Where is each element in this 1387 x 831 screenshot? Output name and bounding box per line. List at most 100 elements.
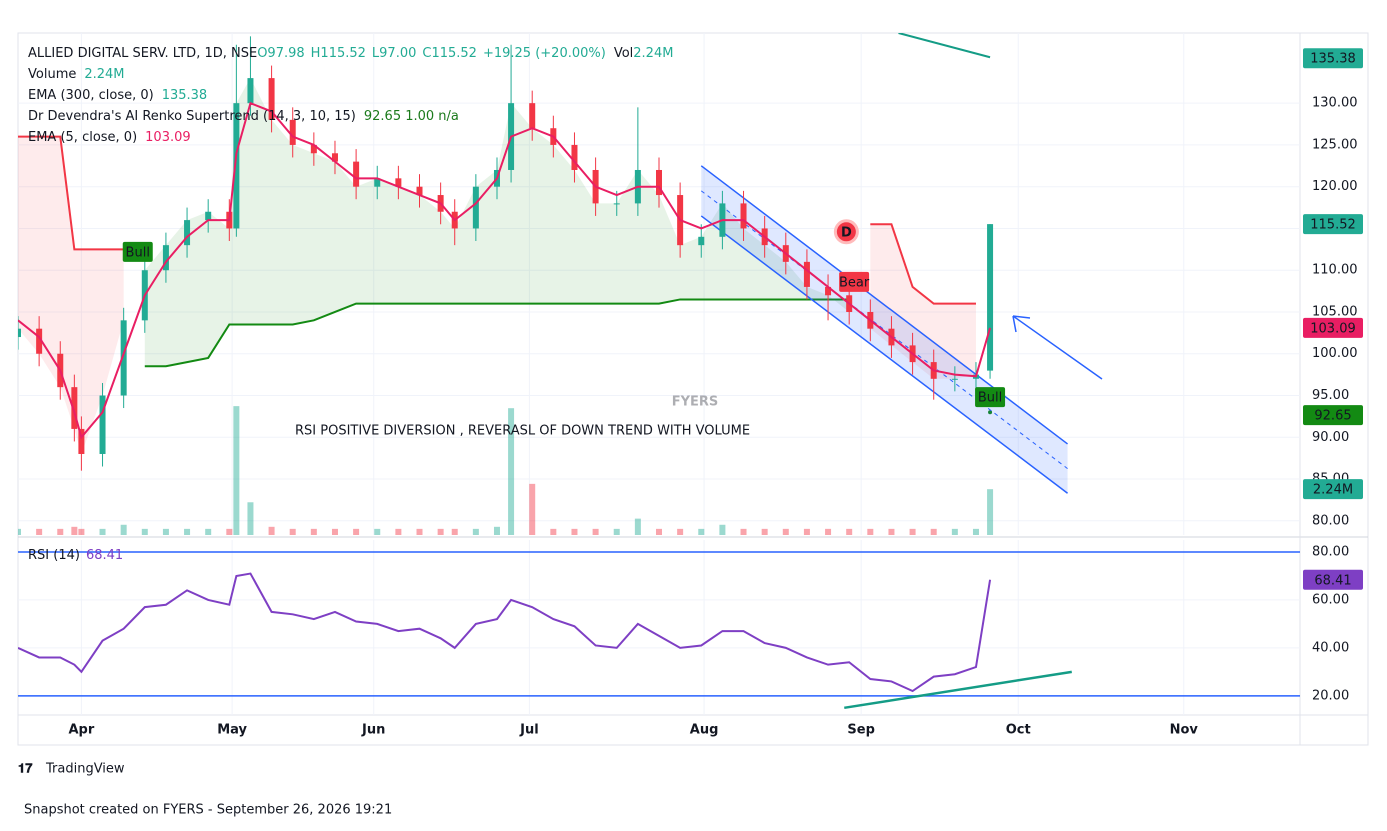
channel-line — [700, 165, 1069, 445]
volume-bar — [437, 528, 444, 535]
frame — [17, 32, 1369, 746]
x-tick-label: Nov — [1170, 723, 1199, 738]
rsi-value: 68.41 — [86, 548, 123, 563]
supertrend-point — [988, 410, 993, 415]
volume-bar — [846, 528, 853, 535]
y-tick-label: 95.00 — [1312, 388, 1349, 403]
volume-bar — [571, 528, 578, 535]
indicator-legend: Volume 2.24M — [28, 67, 125, 82]
marker-bg — [833, 219, 859, 245]
volume-bar — [656, 528, 662, 535]
volume-bar — [698, 528, 705, 535]
volume-bar — [99, 528, 106, 535]
brand-logo: 𝟏𝟕 — [18, 762, 33, 777]
candle-body — [656, 169, 662, 196]
annotation: RSI POSITIVE DIVERSION , REVERASL OF DOW… — [295, 424, 750, 439]
y-tick-label: 130.00 — [1312, 96, 1358, 111]
rsi-name: RSI (14) — [28, 548, 80, 563]
snapshot: Snapshot created on FYERS - September 26… — [24, 803, 392, 818]
x-tick-label: Oct — [1006, 723, 1031, 738]
trend-fill — [144, 78, 850, 367]
volume-bar — [529, 483, 536, 535]
candle-body — [740, 203, 747, 229]
volume-bar — [987, 489, 994, 535]
rsi-tick-label: 20.00 — [1312, 688, 1349, 703]
indicator-value: 135.38 — [162, 88, 208, 103]
volume-bar — [374, 528, 381, 535]
candle-body — [951, 378, 958, 380]
candle-body — [374, 178, 381, 187]
volume-bar — [205, 528, 212, 535]
watermark: FYERS — [672, 395, 719, 410]
candle-body — [571, 144, 578, 170]
trend-fill — [18, 136, 124, 454]
brand: TradingView — [45, 762, 125, 777]
price-tag-label: 103.09 — [1310, 321, 1356, 336]
x-tick-label: Aug — [690, 723, 719, 738]
price-tag — [1303, 48, 1363, 69]
volume-bar — [141, 528, 148, 535]
vol-label: Vol — [614, 46, 633, 61]
indicator-legend: EMA (5, close, 0) 103.09 — [28, 130, 191, 145]
candle-body — [184, 220, 191, 246]
candle-body — [268, 78, 275, 120]
volume-bar — [120, 524, 127, 535]
y-tick-label: 90.00 — [1312, 430, 1349, 445]
volume-bar — [57, 528, 64, 535]
volume-bar — [353, 528, 360, 535]
candle-body — [472, 186, 479, 229]
price-tag-label: 2.24M — [1313, 483, 1353, 498]
x-tick-label: Jun — [361, 723, 385, 738]
price-tag — [1303, 569, 1363, 590]
marker-label: D — [841, 225, 852, 240]
price-tag-label: 68.41 — [1314, 573, 1351, 588]
volume-bar — [634, 518, 641, 535]
ohlc-value: H115.52 — [311, 46, 366, 61]
marker-bg — [122, 241, 153, 262]
supertrend-line — [870, 223, 976, 305]
volume-bar — [867, 528, 874, 535]
volume-bar — [472, 528, 479, 535]
channel-fill — [701, 165, 1068, 494]
volume-bar — [972, 528, 979, 535]
price-tag — [1303, 479, 1363, 500]
indicator-value: 2.24M — [84, 67, 124, 82]
price-tag — [1303, 405, 1363, 426]
candle-body — [529, 103, 536, 129]
candle-body — [162, 245, 169, 271]
indicator-name: EMA (300, close, 0) — [28, 88, 154, 103]
marker-label: Bear — [839, 275, 870, 290]
supertrend-line — [144, 298, 850, 368]
candle-body — [416, 186, 423, 196]
candle-body — [78, 428, 85, 454]
channel-line — [700, 215, 1069, 494]
candle-body — [36, 328, 43, 354]
candle-body — [247, 78, 254, 104]
ohlc-value: +19.25 (+20.00%) — [483, 46, 606, 61]
x-tick-label: Jul — [519, 723, 539, 738]
candle-body — [353, 161, 360, 187]
volume-bar — [740, 528, 747, 535]
price-tag-label: 92.65 — [1314, 409, 1351, 424]
candle-body — [120, 320, 127, 396]
y-tick-label: 100.00 — [1312, 346, 1358, 361]
volume-bar — [803, 528, 810, 535]
volume-bar — [761, 528, 768, 535]
supertrend-line — [18, 135, 124, 251]
volume-bar — [71, 526, 78, 535]
ohlc-value: L97.00 — [372, 46, 416, 61]
rsi-tick-label: 40.00 — [1312, 640, 1349, 655]
candle-body — [803, 261, 810, 287]
price-tag — [1303, 214, 1363, 235]
volume-bar — [451, 528, 458, 535]
candle-body — [71, 387, 78, 429]
candle-body — [613, 203, 620, 205]
vol-value: 2.24M — [633, 46, 673, 61]
price-tag-label: 115.52 — [1310, 218, 1356, 233]
marker-bg — [975, 387, 1006, 408]
volume-bar — [18, 528, 21, 535]
volume-bar — [331, 528, 338, 535]
rsi-tick-label: 80.00 — [1312, 544, 1349, 559]
x-tick-label: Sep — [847, 723, 875, 738]
